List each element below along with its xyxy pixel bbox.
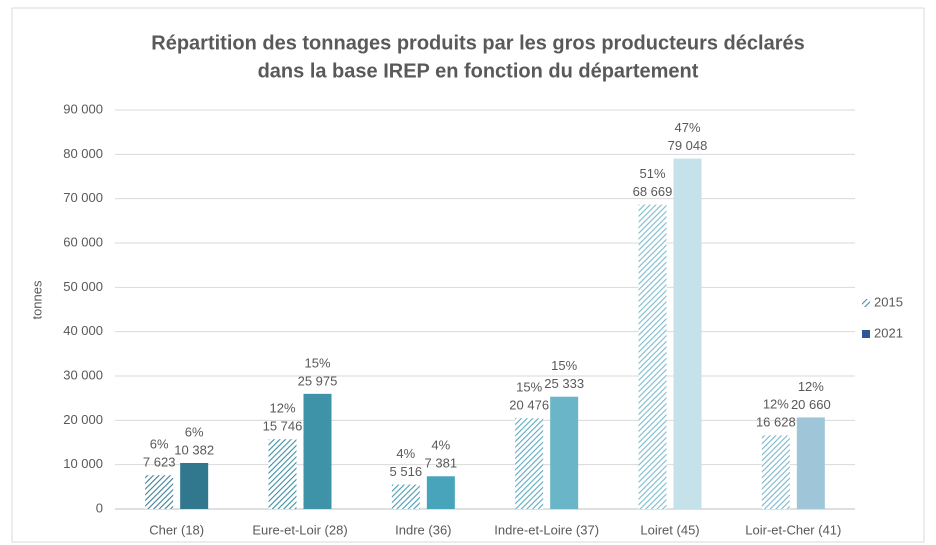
bar <box>550 396 579 509</box>
bar <box>145 475 174 509</box>
y-tick-label: 40 000 <box>63 323 103 338</box>
data-label: 25 975 <box>298 373 338 388</box>
data-label: 68 669 <box>633 184 673 199</box>
data-label: 20 660 <box>791 397 831 412</box>
bar <box>761 435 790 509</box>
share-label: 4% <box>431 438 450 453</box>
y-tick-label: 50 000 <box>63 279 103 294</box>
share-label: 12% <box>269 401 295 416</box>
x-tick-label: Indre (36) <box>395 522 451 537</box>
y-tick-label: 60 000 <box>63 234 103 249</box>
y-tick-label: 20 000 <box>63 412 103 427</box>
bar <box>426 476 455 509</box>
legend-label: 2021 <box>874 325 903 340</box>
bar <box>673 158 702 509</box>
data-label: 5 516 <box>390 464 423 479</box>
bar <box>638 204 667 509</box>
bar <box>796 417 825 509</box>
share-label: 12% <box>763 397 789 412</box>
data-label: 16 628 <box>756 415 796 430</box>
share-label: 6% <box>150 437 169 452</box>
bar <box>515 418 544 509</box>
y-tick-label: 0 <box>96 500 103 515</box>
y-tick-label: 30 000 <box>63 367 103 382</box>
x-tick-label: Indre-et-Loire (37) <box>494 522 599 537</box>
y-tick-label: 80 000 <box>63 146 103 161</box>
data-label: 25 333 <box>544 376 584 391</box>
share-label: 15% <box>304 355 330 370</box>
share-label: 15% <box>516 380 542 395</box>
data-label: 79 048 <box>668 138 708 153</box>
legend-swatch <box>862 330 870 338</box>
bar <box>391 484 420 509</box>
data-label: 15 746 <box>263 419 303 434</box>
y-tick-label: 70 000 <box>63 190 103 205</box>
share-label: 15% <box>551 358 577 373</box>
share-label: 51% <box>639 166 665 181</box>
data-label: 7 381 <box>425 456 458 471</box>
share-label: 12% <box>798 379 824 394</box>
chart-title: Répartition des tonnages produits par le… <box>151 32 804 54</box>
data-label: 7 623 <box>143 455 176 470</box>
data-label: 10 382 <box>174 442 214 457</box>
x-tick-label: Eure-et-Loir (28) <box>252 522 347 537</box>
x-tick-label: Loiret (45) <box>640 522 699 537</box>
x-tick-label: Loir-et-Cher (41) <box>745 522 841 537</box>
bar <box>303 393 332 509</box>
chart-title: dans la base IREP en fonction du départe… <box>258 60 699 82</box>
legend-label: 2015 <box>874 294 903 309</box>
y-axis-title: tonnes <box>29 280 44 320</box>
share-label: 4% <box>396 446 415 461</box>
bar <box>268 439 297 509</box>
legend-swatch <box>862 299 870 307</box>
x-tick-label: Cher (18) <box>149 522 204 537</box>
share-label: 47% <box>674 120 700 135</box>
share-label: 6% <box>185 424 204 439</box>
y-tick-label: 10 000 <box>63 456 103 471</box>
bar <box>180 462 209 509</box>
y-tick-label: 90 000 <box>63 101 103 116</box>
data-label: 20 476 <box>509 398 549 413</box>
